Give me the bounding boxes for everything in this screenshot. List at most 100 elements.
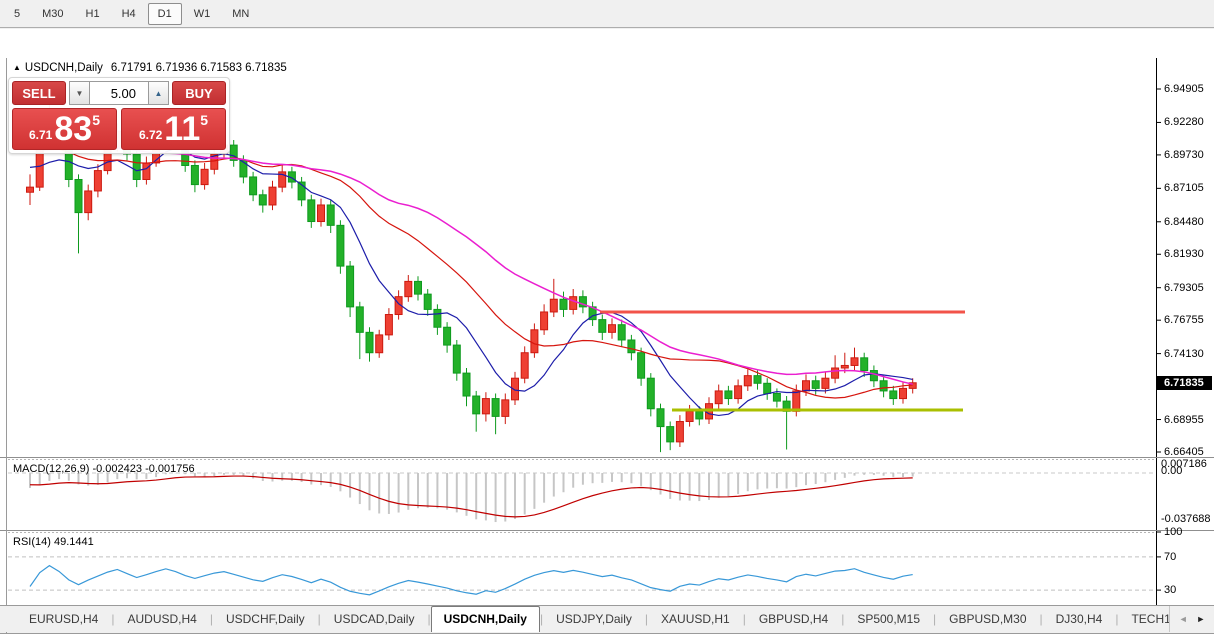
candle-body	[869, 370, 878, 382]
tab-eurusd-h4[interactable]: EURUSD,H4	[29, 612, 99, 626]
candle-body	[675, 420, 684, 443]
buy-price-pip: 5	[200, 112, 209, 128]
rsi-line	[29, 564, 913, 596]
candle-body	[724, 390, 733, 400]
candle-body	[462, 372, 471, 397]
candle-body	[452, 344, 461, 374]
candle-body	[802, 380, 810, 392]
candle-body	[578, 296, 587, 308]
candle-body	[821, 377, 830, 389]
price-axis-label: 6.68955	[1164, 413, 1204, 426]
candle-body	[598, 319, 607, 333]
tab-gbpusd-m30[interactable]: GBPUSD,M30	[949, 612, 1027, 626]
candle-body	[346, 265, 355, 308]
price-axis-label: 6.81930	[1164, 248, 1204, 261]
tab-separator: |	[841, 612, 845, 626]
candle-body	[637, 352, 646, 379]
tab-scroll-right-icon[interactable]: ►	[1196, 614, 1206, 624]
timeframe-button-d1[interactable]: D1	[147, 2, 182, 25]
candle-body	[743, 375, 752, 387]
tab-separator: |	[1115, 612, 1119, 626]
candle-body	[132, 153, 141, 180]
buy-price-small: 6.72	[138, 128, 163, 142]
candle-body	[501, 399, 510, 417]
tab-usdjpy-daily[interactable]: USDJPY,Daily	[556, 612, 632, 626]
tab-dj30-h4[interactable]: DJ30,H4	[1055, 612, 1103, 626]
volume-decrease-button[interactable]: ▼	[69, 81, 90, 105]
candle-body	[229, 144, 238, 161]
price-axis-label: 6.76755	[1164, 314, 1204, 327]
candle-body	[93, 170, 102, 192]
macd-indicator-label: MACD(12,26,9) -0.002423 -0.001756	[13, 463, 195, 475]
tab-separator: |	[427, 612, 431, 626]
sell-price-small: 6.71	[29, 128, 53, 142]
tab-scroll-left-icon[interactable]: ◄	[1178, 614, 1188, 624]
tab-audusd-h4[interactable]: AUDUSD,H4	[127, 612, 197, 626]
tab-xauusd-h1[interactable]: XAUUSD,H1	[661, 612, 730, 626]
candle-body	[190, 164, 199, 186]
timeframe-button-5[interactable]: 5	[14, 7, 21, 20]
candle-body	[200, 168, 209, 186]
medium-ma	[29, 148, 913, 399]
candle-body	[26, 186, 34, 193]
rsi-panel[interactable]	[8, 556, 1156, 596]
tab-scrollers: ◄ ►	[1169, 606, 1214, 632]
collapse-arrow-icon[interactable]: ▲	[13, 63, 21, 72]
timeframe-button-mn[interactable]: MN	[232, 7, 250, 20]
candle-body	[811, 380, 820, 389]
timeframe-button-h4[interactable]: H4	[121, 7, 136, 20]
candle-body	[608, 324, 616, 333]
sell-price-tile[interactable]: 6.71 83 5	[12, 108, 117, 150]
timeframe-button-w1[interactable]: W1	[193, 7, 211, 20]
candle-body	[714, 390, 723, 405]
candle-body	[278, 171, 287, 188]
tab-separator: |	[933, 612, 937, 626]
buy-price-tile[interactable]: 6.72 11 5	[121, 108, 226, 150]
candle-body	[559, 298, 568, 310]
one-click-trading-panel: SELL ▼ ▲ BUY 6.71 83 5 6.72 11 5	[8, 77, 230, 154]
sell-price-big: 83	[54, 110, 93, 148]
tab-gbpusd-h4[interactable]: GBPUSD,H4	[758, 612, 829, 626]
current-price-badge: 6.71835	[1157, 375, 1212, 390]
tab-usdchf-daily[interactable]: USDCHF,Daily	[225, 612, 305, 626]
candle-body	[239, 159, 248, 178]
candle-body	[375, 334, 384, 354]
candle-body	[763, 382, 772, 394]
candle-body	[142, 162, 151, 180]
candle-body	[646, 377, 655, 410]
candle-body	[414, 280, 422, 295]
sell-price-pip: 5	[92, 112, 100, 128]
candle-body	[792, 390, 801, 412]
candle-body	[481, 398, 490, 415]
sell-button[interactable]: SELL	[12, 81, 66, 105]
price-axis-label: 6.89730	[1164, 148, 1204, 161]
candle-body	[472, 395, 481, 415]
candle-body	[734, 385, 743, 400]
chart-title: ▲ USDCNH,Daily 6.71791 6.71936 6.71583 6.7…	[13, 62, 287, 74]
timeframe-button-h1[interactable]: H1	[85, 7, 100, 20]
timeframe-button-m30[interactable]: M30	[42, 7, 64, 20]
candle-body	[656, 408, 665, 428]
main-chart-layer[interactable]	[26, 103, 966, 453]
rsi-axis-label: 100	[1164, 526, 1183, 538]
volume-input[interactable]	[90, 81, 148, 105]
candle-body	[617, 324, 626, 341]
macd-axis-label: -0.037688	[1161, 513, 1211, 525]
chart-ohlc-values: 6.71791 6.71936 6.71583 6.71835	[110, 62, 287, 74]
tab-sp500-m15[interactable]: SP500,M15	[857, 612, 921, 626]
macd-signal-line	[29, 475, 913, 518]
macd-panel[interactable]	[8, 472, 1156, 523]
slow-ma	[29, 131, 913, 385]
candle-body	[511, 377, 519, 401]
candle-body	[317, 204, 325, 223]
volume-increase-button[interactable]: ▲	[148, 81, 169, 105]
tab-usdcnh-daily[interactable]: USDCNH,Daily	[430, 606, 540, 632]
price-axis[interactable]	[1157, 59, 1214, 612]
buy-button[interactable]: BUY	[172, 81, 226, 105]
chart-tabs: EURUSD,H4 | AUDUSD,H4 | USDCHF,Daily | USDCAD,…	[0, 605, 1214, 632]
rsi-indicator-label: RSI(14) 49.1441	[13, 536, 94, 548]
candle-body	[249, 176, 258, 196]
tab-usdcad-daily[interactable]: USDCAD,Daily	[333, 612, 415, 626]
candle-body	[355, 306, 364, 333]
candle-body	[268, 186, 277, 206]
